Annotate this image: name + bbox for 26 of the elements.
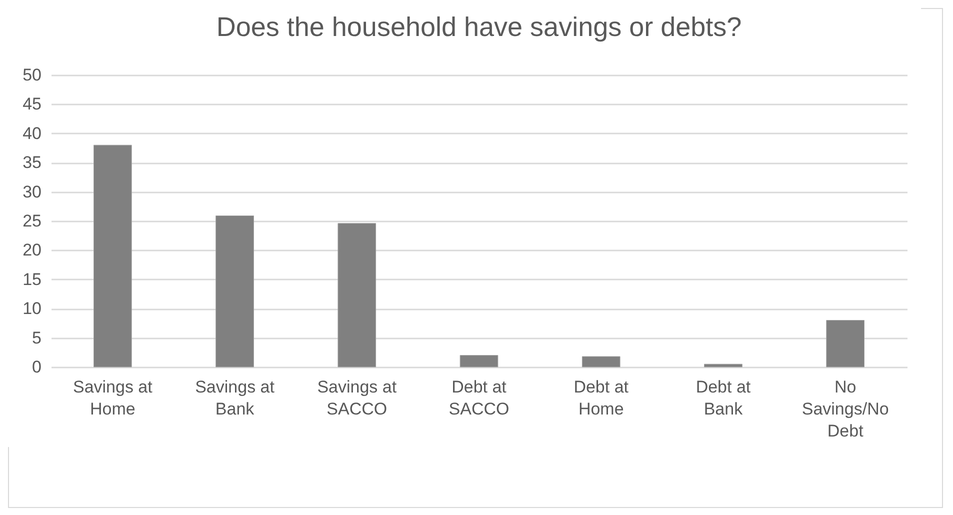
y-tick-label: 45 bbox=[22, 94, 42, 114]
y-tick-label: 35 bbox=[22, 153, 42, 172]
bar bbox=[826, 320, 865, 368]
bar bbox=[93, 144, 132, 368]
y-tick-label: 50 bbox=[22, 66, 42, 84]
y-tick-label: 15 bbox=[22, 270, 42, 289]
x-tick-label: Debt at SACCO bbox=[448, 378, 510, 418]
y-tick-label: 10 bbox=[22, 299, 42, 318]
bar bbox=[582, 356, 620, 368]
x-tick-label: Debt at Home bbox=[574, 378, 629, 418]
x-tick-label: No Savings/No Debt bbox=[802, 378, 889, 440]
x-tick-label: Debt at Bank bbox=[696, 378, 751, 418]
bar bbox=[338, 223, 376, 368]
y-tick-label: 30 bbox=[22, 182, 42, 202]
y-tick-label: 20 bbox=[22, 240, 42, 260]
y-tick-label: 0 bbox=[32, 358, 42, 376]
bar bbox=[704, 364, 742, 368]
x-tick-label: Savings at Home bbox=[72, 378, 153, 418]
bar bbox=[216, 215, 254, 368]
y-tick-label: 40 bbox=[22, 124, 42, 143]
bar bbox=[460, 355, 498, 368]
x-tick-label: Savings at SACCO bbox=[317, 378, 397, 418]
y-tick-label: 5 bbox=[32, 328, 42, 348]
x-tick-label: Savings at Bank bbox=[195, 378, 275, 418]
chart-title: Does the household have savings or debts? bbox=[216, 12, 742, 42]
y-tick-label: 25 bbox=[22, 212, 42, 230]
